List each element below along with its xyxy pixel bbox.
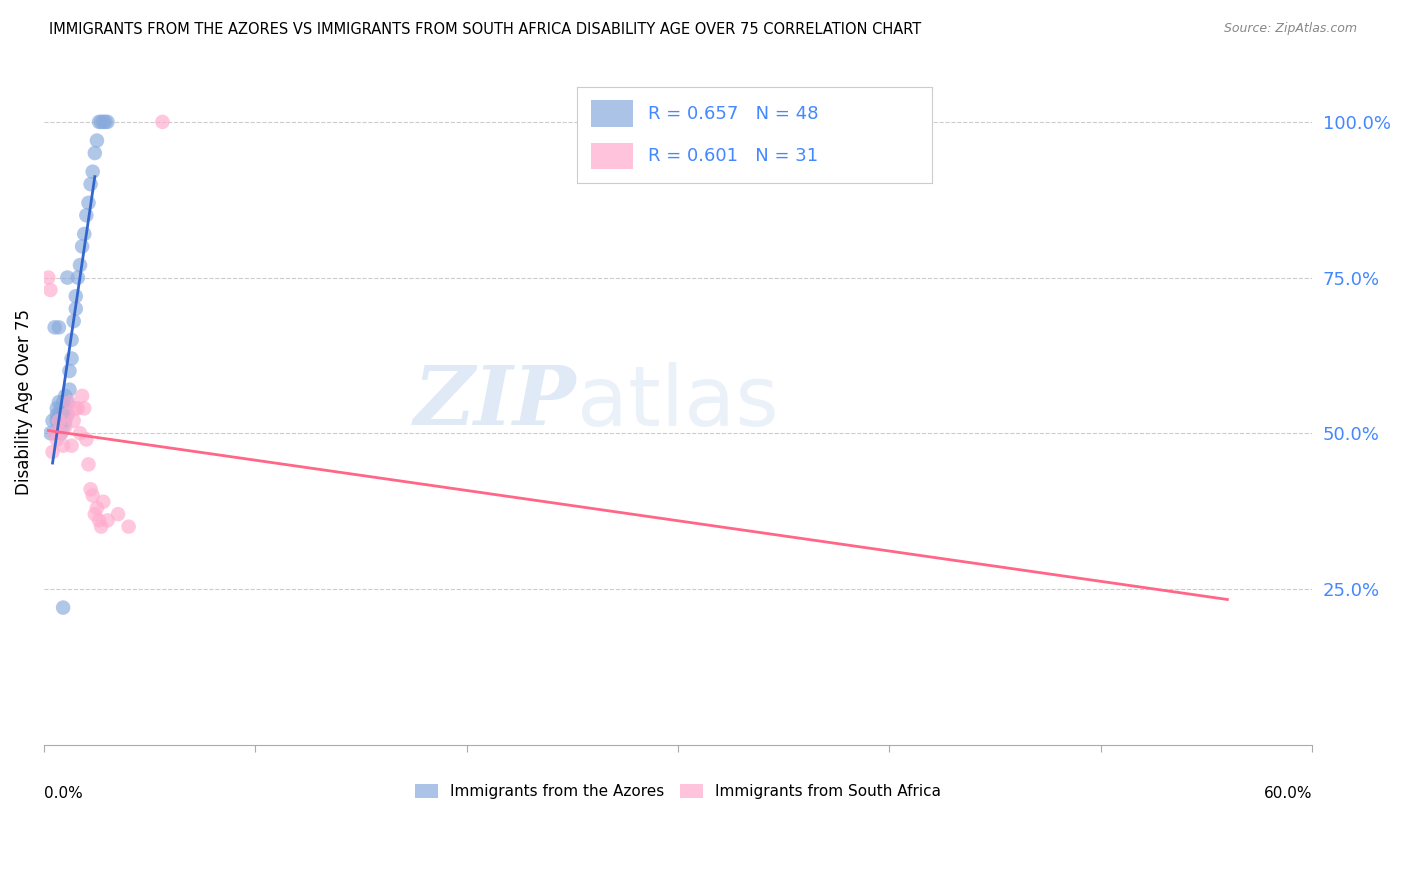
Text: ZIP: ZIP bbox=[413, 362, 576, 442]
Point bbox=[62, 314, 84, 328]
Text: Source: ZipAtlas.com: Source: ZipAtlas.com bbox=[1223, 22, 1357, 36]
Point bbox=[56, 395, 79, 409]
Text: 60.0%: 60.0% bbox=[1264, 786, 1312, 801]
Point bbox=[49, 401, 72, 416]
Point bbox=[90, 519, 112, 533]
Point bbox=[94, 115, 117, 129]
Point bbox=[83, 507, 105, 521]
Point bbox=[60, 333, 83, 347]
Point bbox=[53, 420, 76, 434]
Point bbox=[56, 408, 79, 422]
Point bbox=[44, 320, 66, 334]
Point bbox=[53, 414, 76, 428]
Text: 0.0%: 0.0% bbox=[44, 786, 83, 801]
Point bbox=[52, 439, 75, 453]
Point bbox=[52, 414, 75, 428]
Point bbox=[79, 177, 101, 191]
Point bbox=[75, 433, 97, 447]
Point bbox=[56, 270, 79, 285]
Point bbox=[62, 414, 84, 428]
Point bbox=[52, 420, 75, 434]
Point bbox=[90, 115, 112, 129]
Point bbox=[70, 239, 93, 253]
Point bbox=[49, 426, 72, 441]
Point bbox=[39, 426, 62, 441]
Point bbox=[65, 401, 87, 416]
Point bbox=[52, 600, 75, 615]
Point bbox=[39, 283, 62, 297]
Point bbox=[60, 439, 83, 453]
Point bbox=[49, 408, 72, 422]
Point bbox=[117, 519, 139, 533]
Point bbox=[86, 134, 108, 148]
Point bbox=[48, 320, 70, 334]
Point bbox=[66, 401, 89, 416]
Point bbox=[60, 351, 83, 366]
Point bbox=[37, 270, 59, 285]
Point bbox=[48, 414, 70, 428]
Point bbox=[49, 426, 72, 441]
Point bbox=[70, 389, 93, 403]
Point bbox=[69, 426, 91, 441]
Point bbox=[83, 146, 105, 161]
Point bbox=[58, 364, 80, 378]
Point bbox=[65, 301, 87, 316]
Point bbox=[53, 389, 76, 403]
Point bbox=[77, 458, 100, 472]
Point bbox=[65, 289, 87, 303]
Point bbox=[87, 513, 110, 527]
Point bbox=[58, 383, 80, 397]
Point bbox=[45, 414, 67, 428]
Point bbox=[52, 395, 75, 409]
Y-axis label: Disability Age Over 75: Disability Age Over 75 bbox=[15, 310, 32, 495]
Point bbox=[77, 195, 100, 210]
Point bbox=[82, 488, 104, 502]
Point bbox=[52, 408, 75, 422]
Point bbox=[56, 408, 79, 422]
Point bbox=[86, 500, 108, 515]
Point bbox=[152, 115, 174, 129]
Point bbox=[73, 227, 96, 241]
Point bbox=[87, 115, 110, 129]
Point bbox=[82, 164, 104, 178]
Point bbox=[49, 414, 72, 428]
Text: atlas: atlas bbox=[576, 361, 779, 442]
Point bbox=[44, 426, 66, 441]
Text: IMMIGRANTS FROM THE AZORES VS IMMIGRANTS FROM SOUTH AFRICA DISABILITY AGE OVER 7: IMMIGRANTS FROM THE AZORES VS IMMIGRANTS… bbox=[49, 22, 921, 37]
Point bbox=[75, 208, 97, 222]
Point bbox=[96, 513, 118, 527]
Point bbox=[41, 414, 63, 428]
Point bbox=[48, 420, 70, 434]
Legend: Immigrants from the Azores, Immigrants from South Africa: Immigrants from the Azores, Immigrants f… bbox=[409, 778, 948, 805]
Point bbox=[58, 395, 80, 409]
Point bbox=[91, 494, 114, 508]
Point bbox=[45, 401, 67, 416]
Point bbox=[96, 115, 118, 129]
Point bbox=[69, 258, 91, 272]
Point bbox=[79, 483, 101, 497]
Point bbox=[91, 115, 114, 129]
Point bbox=[48, 395, 70, 409]
Point bbox=[107, 507, 129, 521]
Point bbox=[53, 401, 76, 416]
Point bbox=[48, 408, 70, 422]
Point bbox=[44, 426, 66, 441]
Point bbox=[66, 270, 89, 285]
Point bbox=[41, 445, 63, 459]
Point bbox=[45, 408, 67, 422]
Point bbox=[45, 433, 67, 447]
Point bbox=[73, 401, 96, 416]
